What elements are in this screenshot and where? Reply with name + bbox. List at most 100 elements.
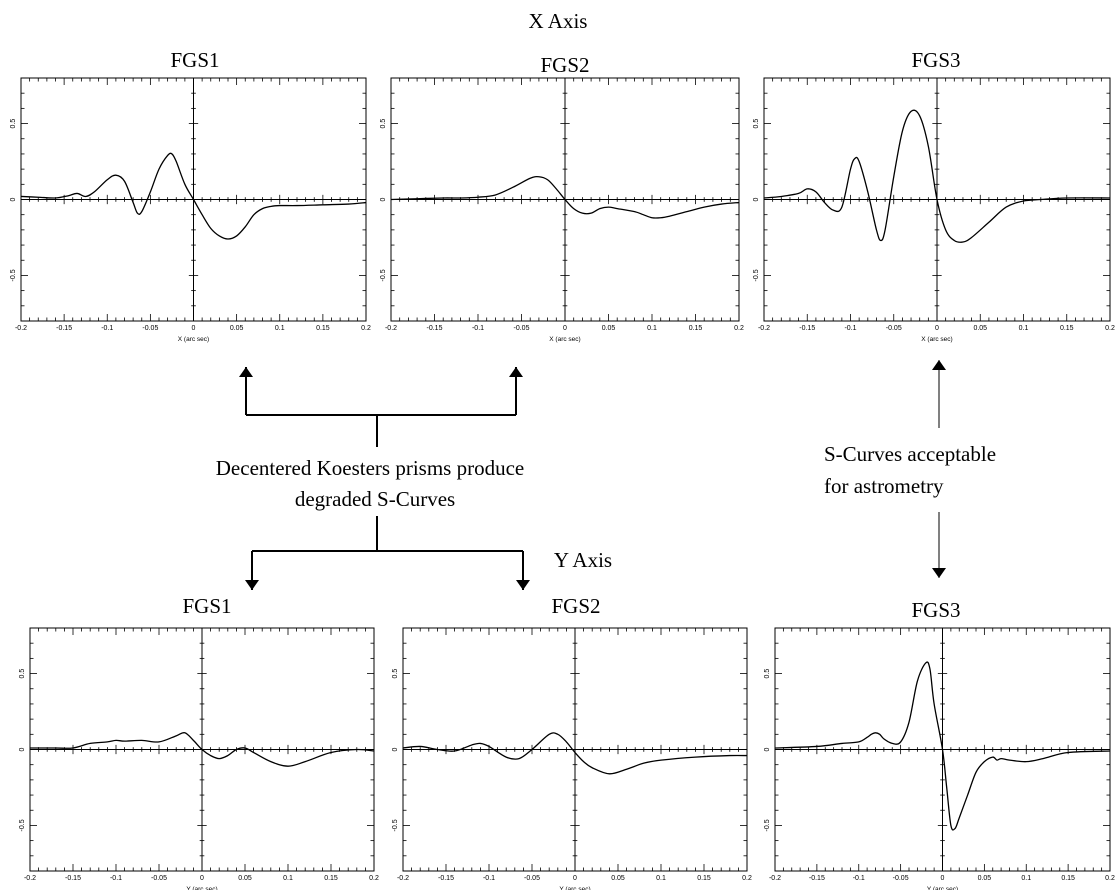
x-tick-label: -0.1 <box>101 325 113 332</box>
x-tick-label: -0.05 <box>886 325 902 332</box>
x-tick-label: 0.05 <box>978 875 992 882</box>
s-curve-line <box>763 109 1111 243</box>
x-tick-label: -0.2 <box>769 875 781 882</box>
x-tick-label: 0.1 <box>656 875 666 882</box>
x-tick-label: 0 <box>941 875 945 882</box>
x-axis-label: X (arc sec) <box>921 336 952 343</box>
s-curve-line <box>30 731 375 767</box>
y-tick-label: 0.5 <box>753 119 760 129</box>
x-tick-label: 0.15 <box>697 875 711 882</box>
x-tick-label: 0.2 <box>734 325 744 332</box>
chart-fgs1-y: FGS1 -0.2 -0.15 -0.1 -0.05 0 0.05 0.1 0.15 0.2 0.5… <box>19 594 379 890</box>
x-tick-label: 0.15 <box>324 875 338 882</box>
x-tick-label: 0.15 <box>316 325 330 332</box>
y-tick-label: 0 <box>764 747 771 751</box>
y-axis-heading: Y Axis <box>554 548 612 572</box>
chart-title: FGS2 <box>551 594 600 618</box>
x-tick-label: 0.2 <box>1105 875 1115 882</box>
x-tick-label: -0.1 <box>472 325 484 332</box>
x-tick-label: -0.2 <box>758 325 770 332</box>
x-tick-label: -0.1 <box>110 875 122 882</box>
x-tick-label: -0.05 <box>151 875 167 882</box>
x-tick-label: 0.05 <box>973 325 987 332</box>
x-tick-label: 0.1 <box>283 875 293 882</box>
x-tick-label: -0.05 <box>514 325 530 332</box>
x-tick-label: 0.15 <box>689 325 703 332</box>
acceptable-note-line1: S-Curves acceptable <box>824 442 996 466</box>
x-tick-label: 0.2 <box>742 875 752 882</box>
chart-fgs3-y: FGS3 -0.2 -0.15 -0.1 -0.05 0 0.05 0.1 0.15 0.2 0.5… <box>764 598 1115 890</box>
y-tick-label: -0.5 <box>380 269 387 281</box>
s-curve-line <box>774 661 1111 831</box>
x-tick-label: 0.2 <box>369 875 379 882</box>
y-tick-label: 0 <box>10 197 17 201</box>
x-tick-label: 0.2 <box>1105 325 1115 332</box>
x-tick-label: -0.15 <box>65 875 81 882</box>
x-tick-label: -0.2 <box>397 875 409 882</box>
x-tick-label: -0.1 <box>483 875 495 882</box>
chart-title: FGS3 <box>911 48 960 72</box>
y-tick-label: 0 <box>19 747 26 751</box>
x-tick-label: 0 <box>563 325 567 332</box>
x-axis-label: Y (arc sec) <box>186 886 217 890</box>
chart-title: FGS1 <box>182 594 231 618</box>
x-tick-label: -0.05 <box>142 325 158 332</box>
x-tick-label: 0.1 <box>1021 875 1031 882</box>
x-axis-heading: X Axis <box>529 9 588 33</box>
x-tick-label: -0.15 <box>809 875 825 882</box>
x-tick-label: 0 <box>192 325 196 332</box>
x-tick-label: -0.15 <box>56 325 72 332</box>
x-tick-label: 0.1 <box>275 325 285 332</box>
x-tick-label: 0.15 <box>1061 875 1075 882</box>
x-axis-label: Y (arc sec) <box>927 886 958 890</box>
y-tick-label: -0.5 <box>764 819 771 831</box>
degraded-note-line2: degraded S-Curves <box>295 487 455 511</box>
x-tick-label: -0.1 <box>853 875 865 882</box>
acceptable-note-line2: for astrometry <box>824 474 944 498</box>
x-tick-label: -0.1 <box>844 325 856 332</box>
x-tick-label: -0.15 <box>427 325 443 332</box>
chart-title: FGS1 <box>170 48 219 72</box>
y-tick-label: 0.5 <box>19 669 26 679</box>
y-tick-label: -0.5 <box>10 269 17 281</box>
y-tick-label: 0.5 <box>392 669 399 679</box>
s-curve-line <box>390 175 740 219</box>
s-curve-line <box>402 732 748 775</box>
chart-fgs2-x: FGS2 -0.2 -0.15 -0.1 -0.05 0 0.05 0.1 0.15 0.2 0.5… <box>380 53 744 343</box>
y-tick-label: -0.5 <box>753 269 760 281</box>
x-tick-label: 0.1 <box>1019 325 1029 332</box>
x-tick-label: -0.2 <box>24 875 36 882</box>
x-tick-label: 0.05 <box>611 875 625 882</box>
x-tick-label: 0.05 <box>238 875 252 882</box>
y-tick-label: -0.5 <box>19 819 26 831</box>
x-axis-label: X (arc sec) <box>549 336 580 343</box>
degraded-note-line1: Decentered Koesters prisms produce <box>216 456 524 480</box>
x-tick-label: 0 <box>935 325 939 332</box>
x-axis-label: X (arc sec) <box>178 336 209 343</box>
y-tick-label: 0.5 <box>380 119 387 129</box>
connector-up-left-center <box>239 367 523 447</box>
chart-fgs2-y: FGS2 -0.2 -0.15 -0.1 -0.05 0 0.05 0.1 0.15 0.2 0.5… <box>392 594 752 890</box>
x-tick-label: 0.15 <box>1060 325 1074 332</box>
y-tick-label: 0 <box>753 197 760 201</box>
x-tick-label: -0.05 <box>524 875 540 882</box>
chart-fgs1-x: FGS1 -0.2 -0.15 -0.1 -0.05 0 0.05 0.1 0.15 0.2 0.5… <box>10 48 371 343</box>
chart-fgs3-x: FGS3 -0.2 -0.15 -0.1 -0.05 0 0.05 0.1 0.15 0.2 0.5… <box>753 48 1115 343</box>
x-tick-label: 0 <box>573 875 577 882</box>
x-tick-label: 0 <box>200 875 204 882</box>
y-tick-label: 0.5 <box>764 669 771 679</box>
y-tick-label: -0.5 <box>392 819 399 831</box>
connector-down-left-center <box>245 516 530 590</box>
y-tick-label: 0 <box>380 197 387 201</box>
x-tick-label: -0.15 <box>799 325 815 332</box>
x-tick-label: 0.05 <box>230 325 244 332</box>
chart-title: FGS3 <box>911 598 960 622</box>
y-tick-label: 0.5 <box>10 119 17 129</box>
x-tick-label: -0.2 <box>385 325 397 332</box>
x-tick-label: 0.05 <box>602 325 616 332</box>
s-curve-line <box>20 152 367 240</box>
x-tick-label: 0.2 <box>361 325 371 332</box>
chart-title: FGS2 <box>540 53 589 77</box>
